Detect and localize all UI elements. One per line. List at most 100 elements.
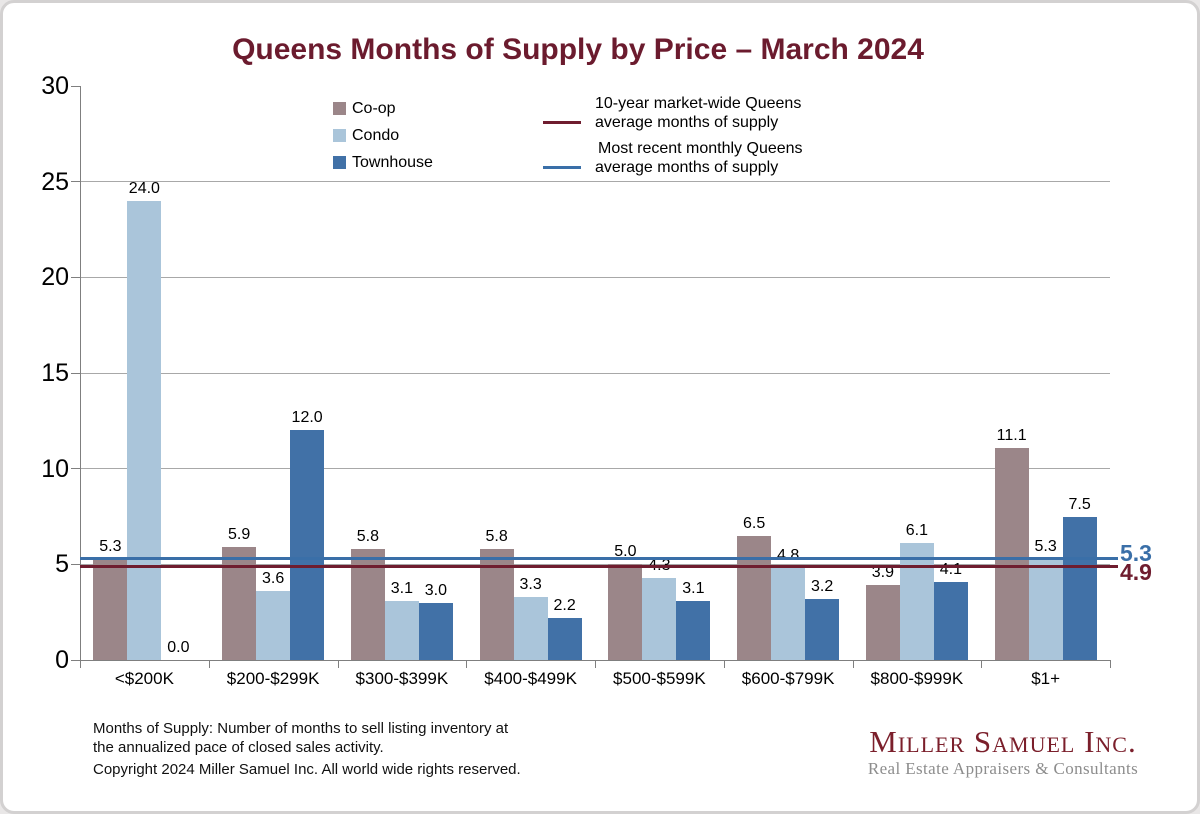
- x-category-label: $400-$499K: [484, 669, 577, 688]
- grid-line-20: [80, 276, 1110, 278]
- y-axis-tick: [71, 468, 80, 470]
- x-axis-tick: [852, 660, 854, 668]
- bar-coop: [865, 585, 900, 660]
- y-tick-label: 25: [41, 167, 69, 196]
- coop-swatch-icon: [333, 102, 346, 115]
- bar-condo: [127, 200, 162, 660]
- bar-value-label: 7.5: [1068, 495, 1091, 513]
- bar-value-label: 5.0: [614, 543, 637, 561]
- bar-value-label: 24.0: [128, 179, 160, 197]
- legend-label-condo: Condo: [352, 126, 400, 144]
- bar-value-label: 5.9: [228, 526, 251, 544]
- series-legend: Co-op Condo Townhouse: [333, 95, 433, 176]
- x-category-label: $1+: [1031, 669, 1061, 688]
- y-axis-tick: [71, 276, 80, 278]
- bar-value-label: 12.0: [291, 409, 323, 427]
- bar-value-label: 5.8: [485, 528, 508, 546]
- x-axis-tick: [1110, 660, 1111, 668]
- logo-tagline: Real Estate Appraisers & Consultants: [867, 759, 1139, 778]
- bar-value-label: 3.1: [390, 579, 413, 597]
- x-axis-tick: [723, 660, 725, 668]
- ten-year-average-value-label: 4.9: [1120, 559, 1152, 586]
- bar-townhouse: [933, 581, 968, 660]
- y-axis-line: [80, 86, 81, 660]
- bar-value-label: 4.1: [939, 560, 962, 578]
- bar-value-label: 2.2: [553, 596, 576, 614]
- bar-value-label: 3.1: [682, 579, 705, 597]
- y-axis-tick: [71, 181, 80, 183]
- recent-monthly-average-value-label: 5.3: [1120, 539, 1152, 566]
- x-category-label: $600-$799K: [741, 669, 835, 688]
- chart-title: Queens Months of Supply by Price – March…: [232, 33, 924, 66]
- bar-townhouse: [547, 617, 582, 660]
- copyright-text: Copyright 2024 Miller Samuel Inc. All wo…: [93, 761, 521, 778]
- bar-condo: [899, 543, 934, 660]
- bar-value-label: 3.0: [424, 581, 447, 599]
- bar-value-label: 3.6: [262, 570, 285, 588]
- recent-avg-label-line1: Most recent monthly Queens: [598, 140, 803, 157]
- bar-value-label: 3.9: [871, 564, 894, 582]
- y-tick-label: 20: [41, 263, 69, 292]
- x-axis-tick: [595, 660, 596, 668]
- grid-line-10: [80, 468, 1110, 470]
- x-axis-tick: [208, 660, 210, 668]
- bar-coop: [608, 564, 643, 660]
- bar-coop: [737, 535, 772, 660]
- grid-line-15: [80, 372, 1110, 374]
- x-axis-tick: [466, 660, 468, 668]
- grid-line-25: [80, 181, 1110, 183]
- bar-value-label: 5.3: [99, 537, 122, 555]
- bar-value-label: 11.1: [996, 426, 1027, 444]
- x-category-label: $300-$399K: [355, 669, 449, 688]
- bar-coop: [994, 447, 1029, 660]
- bar-value-label: 3.2: [811, 577, 834, 595]
- x-axis-tick: [80, 660, 81, 668]
- bar-condo: [384, 600, 419, 660]
- bar-coop: [93, 558, 128, 660]
- y-tick-label: 10: [41, 454, 69, 483]
- bar-condo: [513, 596, 548, 660]
- ten-year-average-line: [80, 564, 1118, 568]
- bar-value-label: 5.3: [1034, 537, 1057, 555]
- bar-value-label: 6.5: [743, 514, 766, 532]
- x-axis-tick: [337, 660, 339, 668]
- months-of-supply-definition: Months of Supply: Number of months to se…: [93, 719, 508, 757]
- townhouse-swatch-icon: [333, 156, 346, 169]
- x-category-label: $200-$299K: [226, 669, 320, 688]
- bar-condo: [1028, 558, 1063, 660]
- y-axis-tick: [71, 372, 80, 374]
- bar-townhouse: [1062, 516, 1097, 660]
- miller-samuel-logo: Miller Samuel Inc. Real Estate Appraiser…: [858, 725, 1148, 779]
- bar-value-label: 5.8: [356, 528, 379, 546]
- y-tick-label: 5: [55, 550, 69, 579]
- bar-value-label: 3.3: [519, 575, 542, 593]
- x-category-label: $800-$999K: [870, 669, 964, 688]
- bar-townhouse: [805, 598, 840, 660]
- y-tick-label: 15: [41, 359, 69, 387]
- x-category-label: <$200K: [114, 669, 174, 688]
- recent-avg-line-icon: [543, 166, 581, 169]
- y-axis-tick: [71, 659, 80, 661]
- legend-label-coop: Co-op: [352, 99, 396, 117]
- definition-line1: Months of Supply: Number of months to se…: [93, 720, 509, 737]
- y-tick-label: 30: [41, 72, 69, 100]
- recent-monthly-average-line: [80, 557, 1118, 561]
- x-axis-tick: [981, 660, 983, 668]
- y-tick-label: 0: [55, 646, 69, 674]
- grid-line-5: [80, 563, 1110, 565]
- x-category-label: $500-$599K: [613, 669, 706, 688]
- ten-year-avg-label-line2: average months of supply: [595, 114, 779, 131]
- plot-area: 0 5 10 15 20 25 30 <$200K $200-$299K $300-$399K $4…: [3, 3, 1197, 811]
- ten-year-avg-line-icon: [543, 121, 581, 124]
- definition-line2: the annualized pace of closed sales acti…: [93, 739, 384, 756]
- bar-condo: [642, 577, 677, 660]
- recent-avg-label-line2: average months of supply: [595, 159, 779, 176]
- legend-item-townhouse: Townhouse: [333, 149, 433, 176]
- logo-name: Miller Samuel Inc.: [869, 724, 1137, 759]
- condo-swatch-icon: [333, 129, 346, 142]
- legend-item-coop: Co-op: [333, 95, 433, 122]
- ten-year-avg-label-line1: 10-year market-wide Queens: [595, 95, 802, 112]
- y-axis-tick: [71, 85, 80, 87]
- legend-item-condo: Condo: [333, 122, 433, 149]
